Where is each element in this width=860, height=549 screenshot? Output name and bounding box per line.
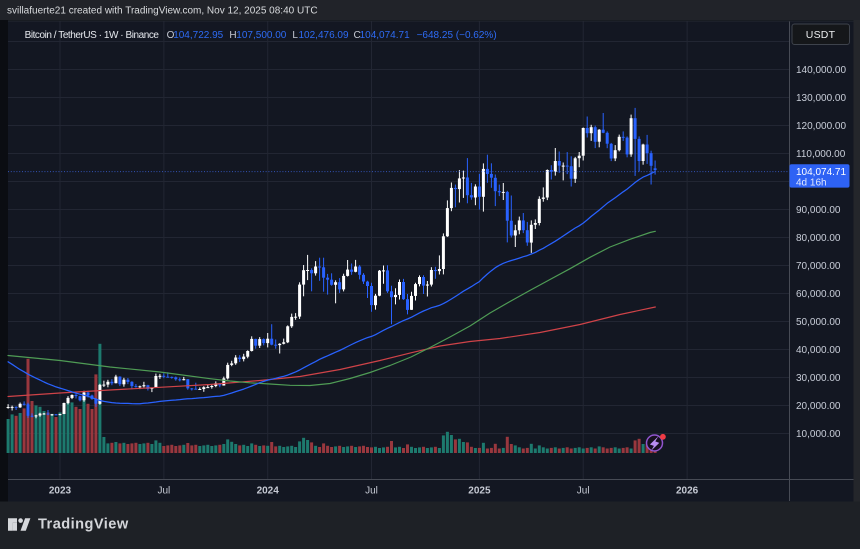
svg-text:−648.25 (−0.62%): −648.25 (−0.62%) bbox=[417, 30, 497, 41]
svg-text:O: O bbox=[167, 30, 175, 41]
svg-text:Bitcoin / TetherUS · 1W · Bina: Bitcoin / TetherUS · 1W · Binance bbox=[25, 30, 160, 41]
svg-text:107,500.00: 107,500.00 bbox=[236, 30, 286, 41]
svg-text:USDT: USDT bbox=[806, 29, 836, 41]
svg-text:Jul: Jul bbox=[577, 486, 590, 497]
svg-text:60,000.00: 60,000.00 bbox=[796, 289, 841, 300]
svg-text:2024: 2024 bbox=[257, 486, 280, 497]
svg-text:130,000.00: 130,000.00 bbox=[796, 93, 846, 104]
svg-text:2023: 2023 bbox=[49, 486, 72, 497]
svg-text:110,000.00: 110,000.00 bbox=[796, 149, 846, 160]
svg-text:10,000.00: 10,000.00 bbox=[796, 429, 841, 440]
svg-text:80,000.00: 80,000.00 bbox=[796, 233, 841, 244]
svg-text:L: L bbox=[292, 30, 298, 41]
svg-text:TradingView: TradingView bbox=[38, 517, 129, 533]
svg-text:70,000.00: 70,000.00 bbox=[796, 261, 841, 272]
svg-text:102,476.09: 102,476.09 bbox=[299, 30, 349, 41]
svg-text:svillafuerte21 created with Tr: svillafuerte21 created with TradingView.… bbox=[7, 6, 318, 17]
svg-text:104,074.71: 104,074.71 bbox=[796, 167, 846, 178]
svg-text:C: C bbox=[354, 30, 361, 41]
svg-text:40,000.00: 40,000.00 bbox=[796, 345, 841, 356]
svg-text:140,000.00: 140,000.00 bbox=[796, 65, 846, 76]
svg-text:30,000.00: 30,000.00 bbox=[796, 373, 841, 384]
svg-text:4d 16h: 4d 16h bbox=[796, 177, 827, 188]
svg-text:120,000.00: 120,000.00 bbox=[796, 121, 846, 132]
svg-text:H: H bbox=[229, 30, 236, 41]
svg-text:2026: 2026 bbox=[676, 486, 699, 497]
svg-text:2025: 2025 bbox=[468, 486, 491, 497]
svg-text:104,074.71: 104,074.71 bbox=[360, 30, 410, 41]
svg-text:90,000.00: 90,000.00 bbox=[796, 205, 841, 216]
svg-text:Jul: Jul bbox=[365, 486, 378, 497]
svg-text:50,000.00: 50,000.00 bbox=[796, 317, 841, 328]
svg-text:Jul: Jul bbox=[158, 486, 171, 497]
svg-text:20,000.00: 20,000.00 bbox=[796, 401, 841, 412]
svg-text:104,722.95: 104,722.95 bbox=[173, 30, 223, 41]
